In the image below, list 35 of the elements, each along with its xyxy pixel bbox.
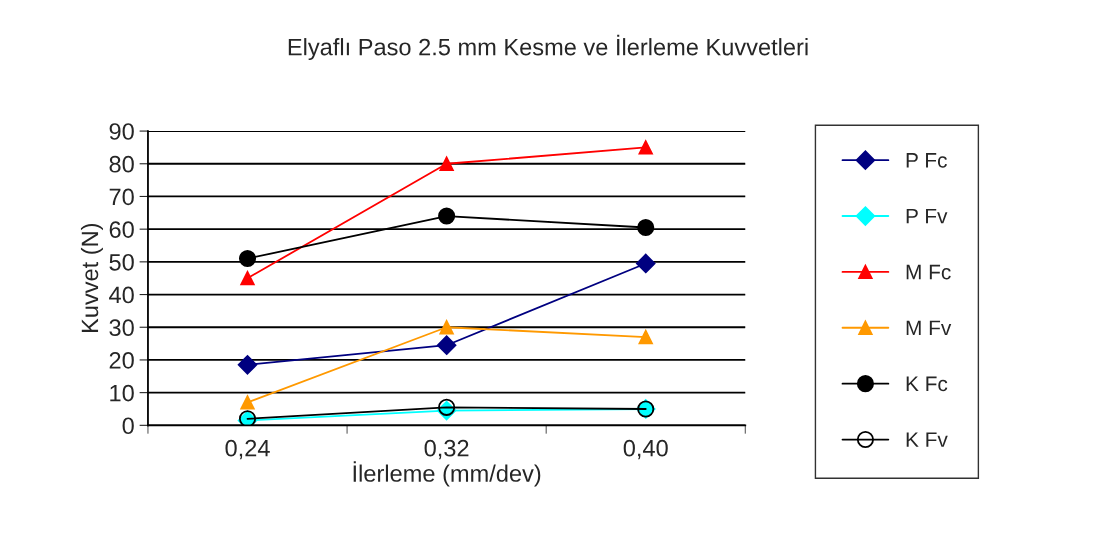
point [638,140,653,155]
point [240,395,255,410]
legend-label: P Fv [906,208,948,224]
y-tick-label: 70 [109,188,134,206]
y-tick-label: 60 [109,221,134,238]
point [438,398,456,416]
point [238,250,257,268]
point [237,355,258,375]
x-tick-label: 0,24 [225,439,270,460]
x-tick-label: 0,32 [424,439,469,460]
y-tick-label: 0 [122,417,134,435]
y-tick-label: 80 [109,155,134,173]
point [439,320,454,335]
point [638,329,653,345]
legend-label: K Fv [906,432,948,447]
point [439,156,454,171]
point [637,218,655,237]
x-tick-label: 0,40 [623,439,668,460]
y-axis-title: Kuvvet (N) [80,223,103,333]
point [436,335,457,355]
y-tick-label: 30 [109,319,134,337]
point [635,253,656,274]
y-tick-label: 90 [109,123,134,140]
x-axis-title: İlerleme (mm/dev) [353,461,541,487]
legend-label: P Fc [906,153,947,168]
legend-label: M Fc [906,264,951,280]
y-tick-label: 40 [109,286,134,304]
point [240,271,255,286]
y-tick-label: 10 [110,384,134,402]
y-tick-label: 50 [109,253,134,271]
legend-label: M Fv [906,320,952,336]
chart-title: Elyaflı Paso 2.5 mm Kesme ve İlerleme Kuvvetleri [288,34,808,61]
legend-label: K Fc [906,376,948,392]
point [438,207,456,225]
y-tick-label: 20 [109,352,134,369]
